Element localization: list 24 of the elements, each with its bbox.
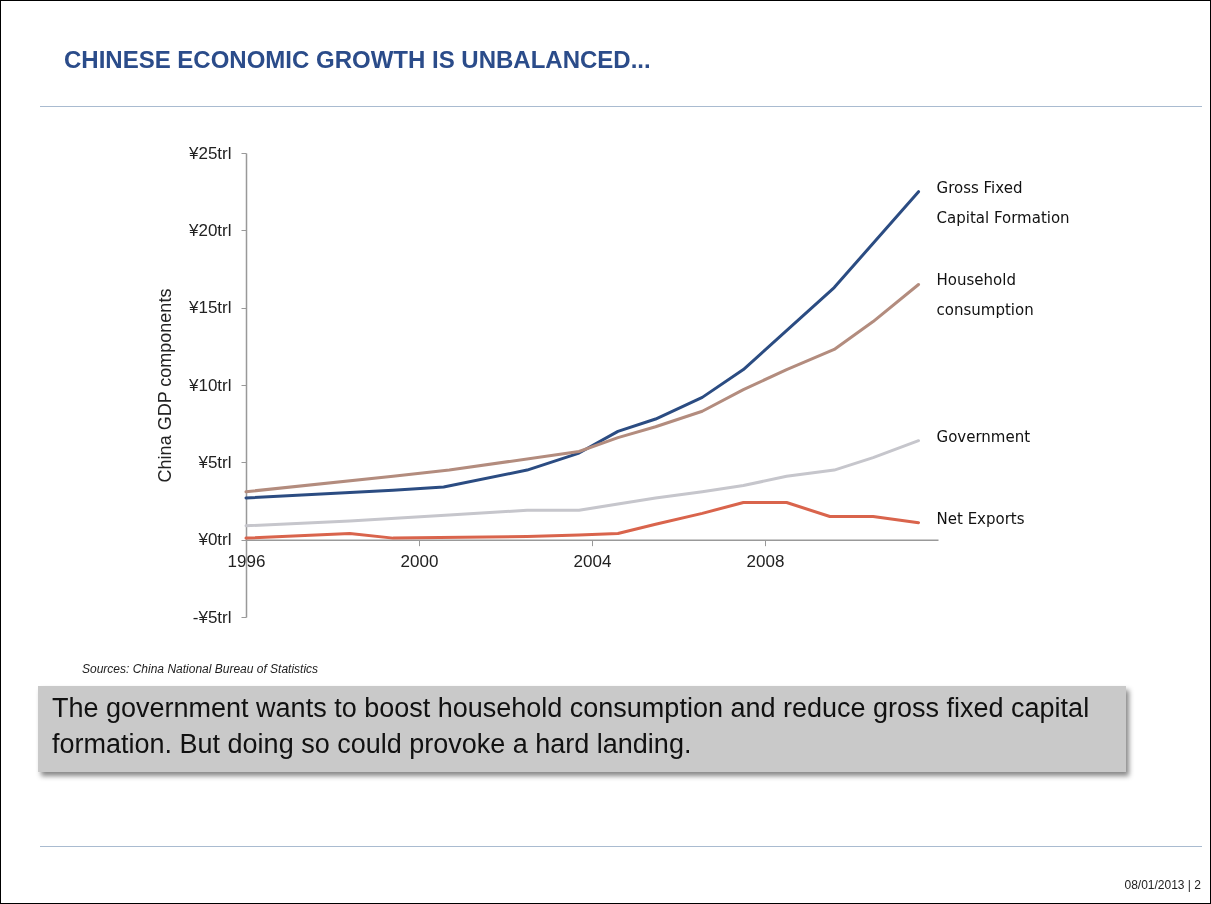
series-label: Government [936,427,1031,446]
series-label: Household consumption [936,271,1034,320]
line-series [244,439,921,528]
text: The government wants to boost household consumption and reduce gross fixed capital formation. But doing so could provoke a hard landing. [38,686,1126,772]
y-tick-label: ¥5trl [197,452,232,472]
x-tick-label: 2000 [400,552,439,572]
y-tick-label: ¥25trl [187,143,232,163]
y-axis-title: China GDP components [154,288,175,483]
text: 08/01/2013 | 2 [1124,878,1201,892]
line-series [244,282,921,494]
y-tick-label: -¥5trl [192,607,232,627]
y-tick-label: ¥20trl [187,220,232,240]
x-tick-label: 1996 [227,552,266,572]
x-tick-label: 2004 [573,552,612,572]
source-note: Sources: China National Bureau of Statistics [82,662,319,676]
chart-title: CHINESE ECONOMIC GROWTH IS UNBALANCED... [64,46,651,74]
line-series [244,190,921,500]
y-tick-label: ¥0trl [197,530,232,550]
series-label: Net Exports [936,509,1025,528]
line-series [244,501,921,540]
y-tick-label: ¥10trl [187,375,232,395]
y-tick-label: ¥15trl [187,298,232,318]
series-label: Gross Fixed Capital Formation [936,178,1070,227]
x-tick-label: 2008 [746,552,785,572]
